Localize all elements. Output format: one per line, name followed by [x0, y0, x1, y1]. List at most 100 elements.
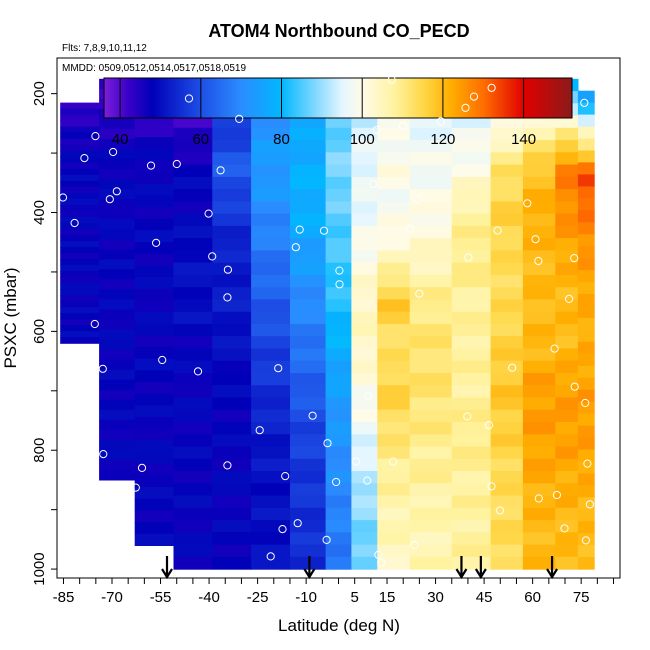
heat-cell	[555, 323, 579, 337]
heat-cell	[409, 225, 453, 239]
heat-cell	[325, 495, 353, 509]
heat-cell	[99, 429, 136, 441]
colorbar-segment	[246, 78, 249, 118]
heat-cell	[490, 507, 524, 521]
heat-cell	[173, 348, 213, 362]
colorbar-segment	[354, 78, 357, 118]
heat-cell	[134, 358, 175, 371]
heat-cell	[555, 409, 579, 423]
heat-cell	[451, 434, 492, 448]
heat-cell	[325, 115, 353, 129]
sample-point	[70, 218, 79, 228]
heat-cell	[577, 341, 595, 355]
colorbar-segment	[274, 78, 277, 118]
heat-cell	[377, 507, 411, 521]
heat-cell	[490, 446, 524, 460]
colorbar-segment	[526, 78, 529, 118]
heat-cell	[451, 458, 492, 472]
colorbar-segment	[486, 78, 489, 118]
heat-cell	[251, 274, 291, 288]
sample-point	[398, 121, 408, 130]
heat-cell	[555, 434, 579, 448]
colorbar-segment	[416, 78, 419, 118]
heat-cell	[522, 446, 556, 460]
heat-cell	[409, 495, 453, 509]
heat-cell	[351, 373, 378, 386]
y-tick-label: 1000	[31, 552, 48, 585]
heat-cell	[134, 335, 175, 348]
colorbar-segment	[404, 78, 407, 118]
down-arrow-icon	[161, 556, 173, 580]
heat-cell	[251, 189, 291, 202]
colorbar-segment	[446, 78, 449, 118]
colorbar-segment	[538, 78, 541, 118]
heat-cell	[173, 495, 213, 509]
heat-cell	[212, 299, 252, 313]
heat-cell	[377, 422, 411, 435]
heat-cell	[451, 532, 492, 546]
heat-cell	[134, 405, 175, 418]
heat-cell	[490, 520, 524, 533]
colorbar-segment	[332, 78, 335, 118]
y-tick-label: 200	[31, 81, 48, 106]
sample-point	[131, 483, 140, 492]
heat-cell	[555, 422, 579, 435]
heat-cell	[251, 225, 291, 239]
sample-point	[387, 75, 396, 84]
heat-cell	[290, 274, 327, 288]
x-tick-label: -25	[247, 589, 269, 606]
heat-cell	[251, 385, 291, 399]
heat-cell	[409, 262, 453, 276]
colorbar-segment	[272, 78, 275, 118]
colorbar-segment	[342, 78, 345, 118]
colorbar-segment	[508, 78, 511, 118]
colorbar-segment	[160, 78, 163, 118]
heat-cell	[212, 360, 252, 374]
heat-cell	[325, 397, 353, 411]
colorbar-segment	[210, 78, 213, 118]
heat-cell	[409, 385, 453, 399]
heat-cell	[60, 222, 100, 230]
dates-label: MMDD: 0509,0512,0514,0517,0518,0519	[62, 63, 246, 74]
colorbar-segment	[520, 78, 523, 118]
heat-cell	[490, 311, 524, 325]
heat-cell	[409, 250, 453, 264]
sample-point	[581, 398, 590, 408]
heat-cell	[577, 234, 595, 247]
heat-cell	[325, 250, 353, 264]
heat-cell	[490, 458, 524, 472]
heat-cell	[212, 336, 252, 350]
heat-cell	[351, 483, 378, 497]
heat-cell	[555, 152, 579, 166]
heat-cell	[522, 262, 556, 276]
sample-point	[152, 238, 161, 247]
heat-cell	[251, 323, 291, 337]
heat-cell	[251, 483, 291, 497]
heat-cell	[251, 434, 291, 448]
heat-cell	[451, 152, 492, 166]
heat-cell	[451, 115, 492, 129]
heat-cell	[325, 434, 353, 448]
heat-cell	[577, 545, 595, 558]
heat-cell	[351, 164, 378, 178]
colorbar-segment	[322, 78, 325, 118]
heat-cell	[490, 225, 524, 239]
colorbar-segment	[300, 78, 303, 118]
heat-cell	[251, 520, 291, 533]
sample-point	[223, 293, 232, 302]
heat-cell	[173, 201, 213, 215]
heat-cell	[134, 312, 175, 325]
sample-point	[550, 344, 559, 353]
heat-cell	[377, 520, 411, 533]
sample-point	[335, 280, 344, 289]
heat-cell	[134, 242, 175, 255]
colorbar-segment	[218, 78, 221, 118]
heat-cell	[173, 544, 213, 558]
heat-cell	[134, 498, 175, 511]
colorbar-segment	[254, 78, 257, 118]
heat-cell	[577, 114, 595, 128]
heat-cell	[99, 259, 136, 270]
heat-cell	[173, 507, 213, 521]
heat-cell	[490, 127, 524, 141]
heat-cell	[522, 299, 556, 313]
